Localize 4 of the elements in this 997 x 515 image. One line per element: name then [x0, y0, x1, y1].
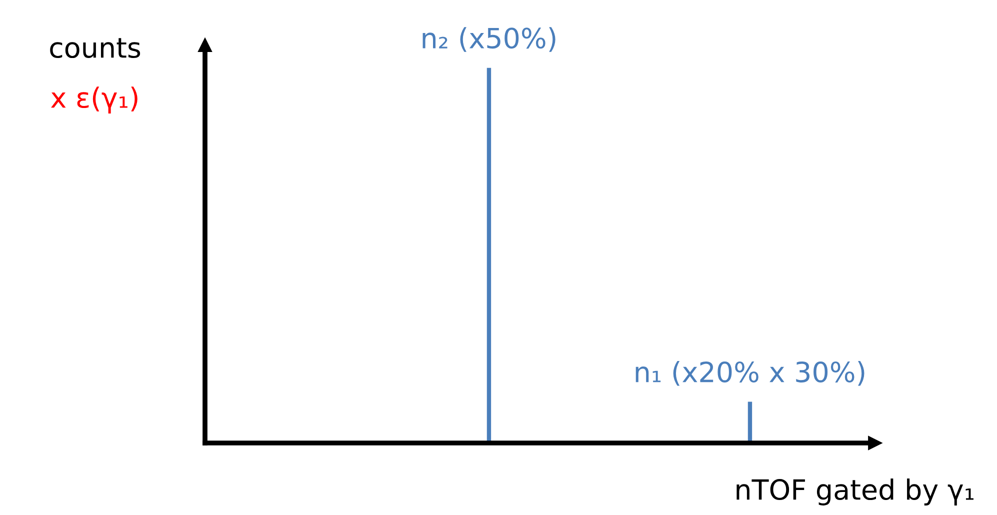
text: n₂ (x50%)	[422, 27, 556, 52]
x-axis-title: nTOF gated by γ₁	[736, 478, 974, 506]
y-axis-title: counts x ε(γ₁)	[50, 38, 140, 114]
annotation: n₁ (x20% x 30%)	[636, 360, 864, 386]
